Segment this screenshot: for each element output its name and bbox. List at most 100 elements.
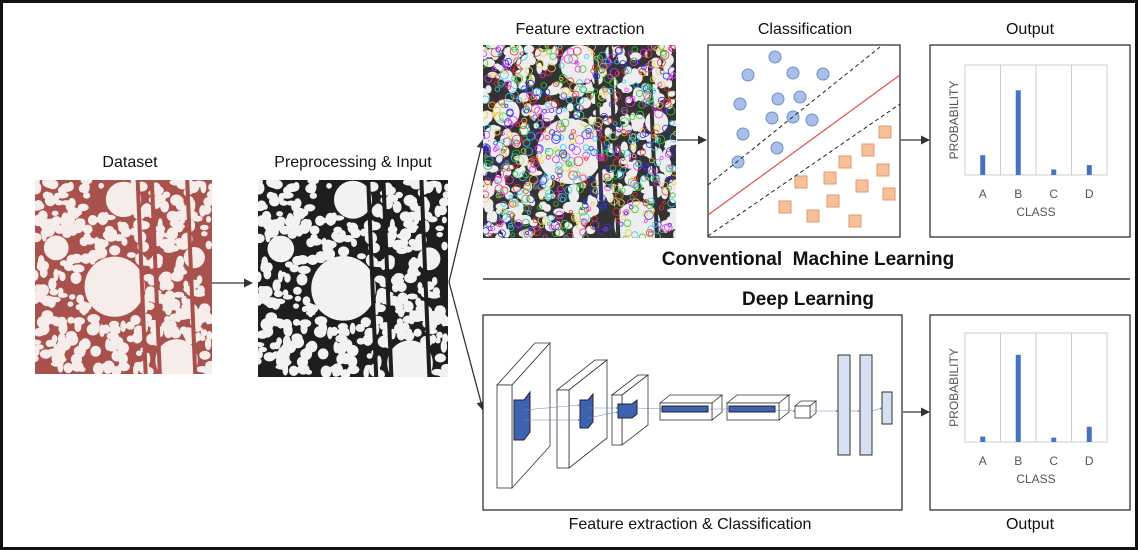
cell [417,282,422,290]
cell [67,317,74,324]
cell [31,202,43,211]
cell [80,338,91,349]
cell [127,335,135,342]
cell [206,216,211,223]
cell [333,227,342,234]
cell [270,342,277,349]
cell [307,255,318,265]
cell [81,177,93,184]
cell [284,273,290,282]
cell [293,287,302,295]
cell [292,256,303,265]
cell [437,370,448,376]
cell [105,339,110,351]
cell [266,176,279,188]
category-label: A [979,187,987,201]
cell [175,259,180,270]
bar [980,437,985,442]
class-circle [794,91,806,103]
cell [197,275,203,284]
micrograph [29,174,216,381]
cell [40,267,48,278]
cell [414,329,422,337]
fc-layer [882,392,892,424]
cell [46,219,56,229]
class-square [879,126,891,138]
feature-title: Feature extraction [516,21,645,38]
cell [55,225,65,234]
category-label: D [1085,187,1094,201]
deep-footer: Feature extraction & Classification [569,516,812,533]
cell [308,304,319,313]
cell [133,364,139,376]
cell [31,182,42,195]
cell [55,200,63,205]
cell [409,201,418,211]
cell [31,355,38,362]
cell [307,341,318,352]
cell [357,338,365,345]
bar [1051,438,1056,442]
cell [36,286,46,292]
cell [208,184,214,191]
class-circle [806,114,818,126]
layer-top [660,395,722,403]
cell [282,364,288,375]
cell [415,297,421,306]
cell [95,247,107,258]
cell [293,182,299,191]
cell [66,331,77,339]
vessel [184,247,205,268]
cell [294,198,302,208]
cell [208,315,215,324]
cell [257,350,263,358]
cell [30,291,40,303]
fc-layer [838,355,850,455]
cell [113,234,124,241]
cell [59,272,65,281]
cell [436,182,442,194]
cell [345,330,350,336]
cell [306,238,315,247]
cell [48,278,56,291]
cell [200,182,206,194]
cell [442,217,447,224]
cell [333,341,338,353]
cell [67,255,78,264]
class-square [862,144,874,156]
category-label: B [1014,187,1022,201]
cell [273,279,281,292]
class-circle [817,68,829,80]
cell [270,220,280,230]
cell [193,292,205,297]
cell [398,308,405,318]
cell [436,332,443,339]
cell [395,192,403,198]
cell [484,205,493,213]
classification-title: Classification [758,21,852,38]
cell [199,351,210,360]
cell [29,339,41,344]
cell [170,245,180,251]
cell [69,226,77,235]
cell [74,321,81,332]
cell [340,353,350,364]
cell [76,294,84,303]
cell [293,303,299,308]
cell [572,230,582,242]
cell [318,348,329,359]
cell [34,348,40,356]
cell [42,230,47,242]
cell [257,330,268,339]
cell [159,276,172,283]
cell [97,212,108,225]
conventional-label: Conventional Machine Learning [662,249,954,270]
arrow [449,140,483,282]
deep-label: Deep Learning [742,289,874,310]
cell [357,253,366,259]
cell [261,262,271,267]
cell [394,323,407,335]
deep-output-title: Output [1006,516,1055,533]
cell [310,225,320,234]
cell [332,371,339,376]
